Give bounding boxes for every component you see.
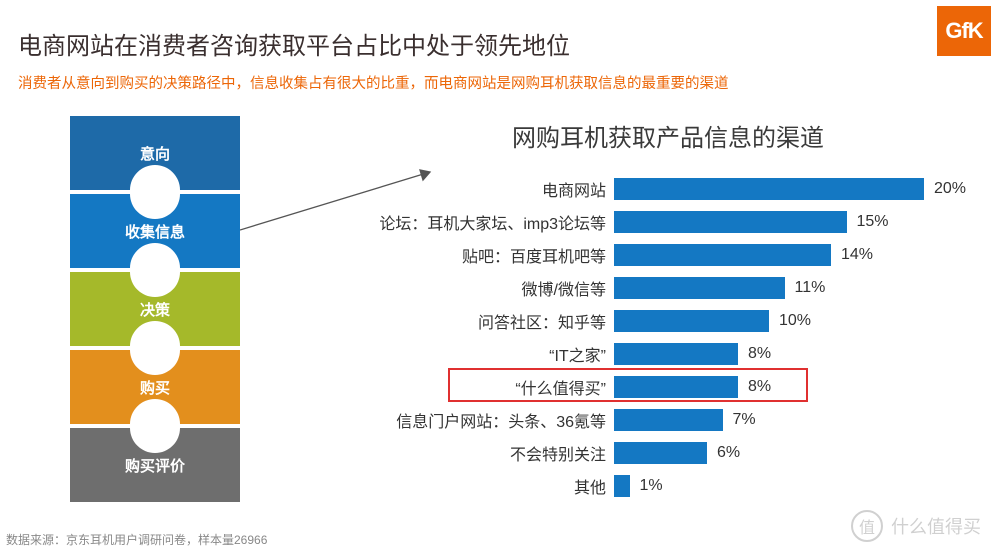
bar-row: 微博/微信等 11%	[314, 271, 974, 304]
bar-label: 不会特别关注	[314, 441, 614, 465]
bar-row: 不会特别关注 6%	[314, 436, 974, 469]
bar-value: 20%	[934, 180, 966, 198]
puzzle-piece: 决策	[70, 272, 240, 346]
bar	[614, 211, 847, 233]
bar-row: 论坛：耳机大家坛、imp3论坛等 15%	[314, 205, 974, 238]
bar-row: “什么值得买” 8%	[314, 370, 974, 403]
puzzle-piece: 购买	[70, 350, 240, 424]
bar	[614, 343, 738, 365]
bar-label: 信息门户网站：头条、36氪等	[314, 408, 614, 432]
data-source: 数据来源：京东耳机用户调研问卷，样本量26966	[6, 531, 267, 548]
bar-value: 10%	[779, 312, 811, 330]
bar-row: 贴吧：百度耳机吧等 14%	[314, 238, 974, 271]
bar	[614, 310, 769, 332]
puzzle-piece: 意向	[70, 116, 240, 190]
bar-label: “什么值得买”	[314, 375, 614, 399]
bar-value: 14%	[841, 246, 873, 264]
puzzle-piece: 收集信息	[70, 194, 240, 268]
puzzle-piece: 购买评价	[70, 428, 240, 502]
bar-value: 8%	[748, 378, 771, 396]
page-subtitle: 消费者从意向到购买的决策路径中，信息收集占有很大的比重，而电商网站是网购耳机获取…	[18, 72, 729, 93]
bar	[614, 442, 707, 464]
bar-label: 其他	[314, 474, 614, 498]
bar-label: “IT之家”	[314, 342, 614, 366]
watermark: 值 什么值得买	[851, 510, 981, 542]
bar-value: 6%	[717, 444, 740, 462]
bar-label: 论坛：耳机大家坛、imp3论坛等	[314, 210, 614, 234]
watermark-icon: 值	[851, 510, 883, 542]
bar-row: 其他 1%	[314, 469, 974, 502]
decision-path-puzzle: 意向 收集信息 决策 购买 购买评价	[70, 116, 240, 506]
bar	[614, 376, 738, 398]
chart-title: 网购耳机获取产品信息的渠道	[512, 118, 824, 153]
bar-value: 7%	[733, 411, 756, 429]
bar-row: “IT之家” 8%	[314, 337, 974, 370]
bar	[614, 475, 630, 497]
bar-row: 电商网站 20%	[314, 172, 974, 205]
bar-value: 15%	[857, 213, 889, 231]
bar	[614, 178, 924, 200]
bar	[614, 277, 785, 299]
bar-chart: 电商网站 20% 论坛：耳机大家坛、imp3论坛等 15% 贴吧：百度耳机吧等 …	[314, 172, 974, 502]
bar-value: 11%	[795, 279, 826, 297]
bar-label: 问答社区：知乎等	[314, 309, 614, 333]
bar	[614, 409, 723, 431]
bar-label: 电商网站	[314, 177, 614, 201]
bar-row: 问答社区：知乎等 10%	[314, 304, 974, 337]
bar-value: 1%	[640, 477, 663, 495]
watermark-text: 什么值得买	[891, 513, 981, 539]
bar	[614, 244, 831, 266]
gfk-logo: GfK	[937, 6, 991, 56]
bar-label: 微博/微信等	[314, 276, 614, 300]
bar-row: 信息门户网站：头条、36氪等 7%	[314, 403, 974, 436]
bar-label: 贴吧：百度耳机吧等	[314, 243, 614, 267]
page-title: 电商网站在消费者咨询获取平台占比中处于领先地位	[18, 26, 570, 61]
bar-value: 8%	[748, 345, 771, 363]
